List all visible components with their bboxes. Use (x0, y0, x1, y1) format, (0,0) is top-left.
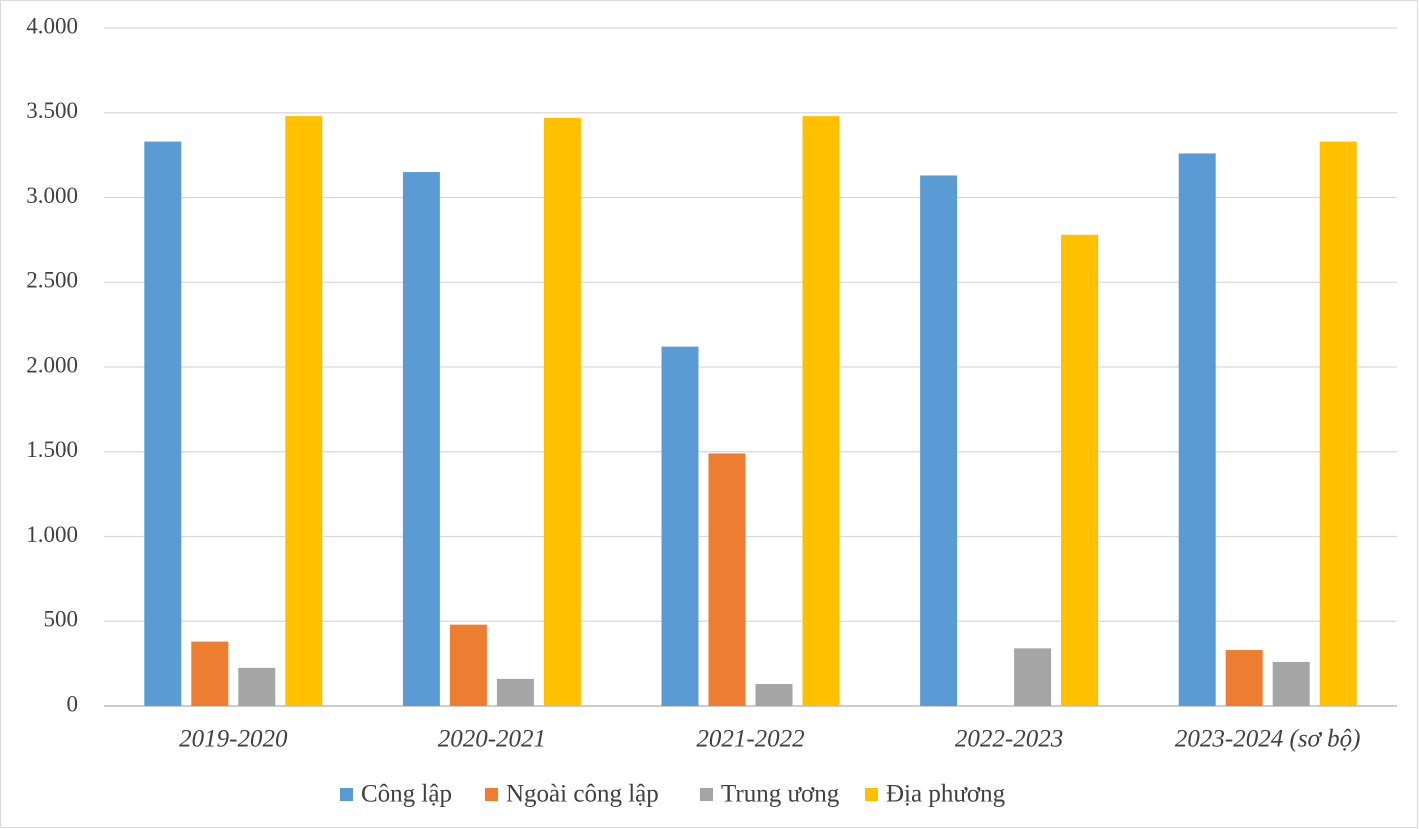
bar (1225, 650, 1263, 706)
legend-label: Ngoài công lập (506, 781, 659, 808)
y-tick-label: 1.000 (26, 522, 78, 547)
bar (543, 117, 581, 706)
bar (285, 116, 323, 706)
x-tick-label: 2020-2021 (438, 726, 546, 753)
legend-label: Trung ương (721, 781, 840, 808)
bar (661, 346, 699, 706)
bar (402, 172, 440, 706)
bar (755, 683, 793, 706)
bar (1319, 141, 1357, 706)
y-tick-label: 0 (67, 691, 79, 716)
legend-swatch (485, 788, 498, 801)
x-tick-label: 2023-2024 (sơ bộ) (1175, 726, 1361, 753)
y-tick-label: 500 (44, 607, 79, 632)
y-tick-label: 3.000 (26, 183, 78, 208)
y-tick-label: 1.500 (26, 437, 78, 462)
bar (1178, 153, 1216, 706)
bar (496, 678, 534, 706)
legend-swatch (865, 788, 878, 801)
bar (191, 641, 229, 706)
bar (1272, 661, 1310, 706)
x-tick-label: 2019-2020 (179, 726, 288, 753)
bar (449, 624, 487, 706)
x-tick-label: 2021-2022 (696, 726, 804, 753)
bar (802, 116, 840, 706)
y-tick-label: 2.500 (26, 268, 78, 293)
x-tick-label: 2022-2023 (955, 726, 1063, 753)
y-tick-label: 4.000 (26, 13, 78, 38)
bar (1061, 234, 1099, 707)
legend-swatch (700, 788, 713, 801)
y-tick-label: 3.500 (26, 98, 78, 123)
bar (920, 175, 958, 707)
bar (144, 141, 182, 706)
bar (1014, 648, 1052, 706)
legend-swatch (340, 788, 353, 801)
legend-label: Địa phương (886, 781, 1006, 808)
bar (708, 453, 746, 706)
y-tick-label: 2.000 (26, 352, 78, 377)
bar (238, 667, 276, 706)
legend-label: Công lập (361, 781, 452, 808)
